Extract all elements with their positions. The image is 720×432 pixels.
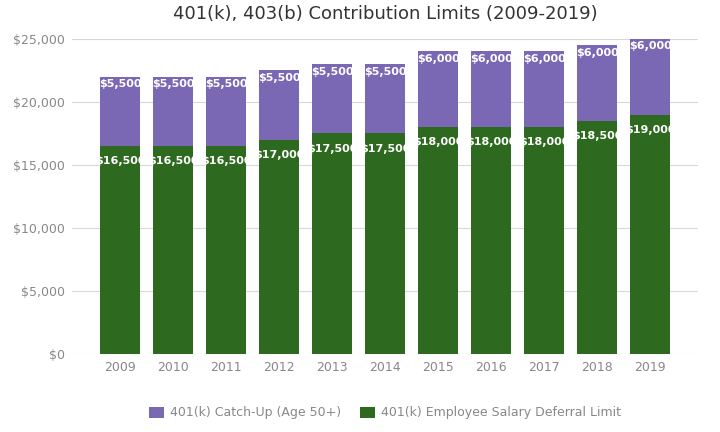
Bar — [418, 127, 458, 354]
Bar — [259, 70, 299, 140]
Text: $5,500: $5,500 — [311, 67, 354, 76]
Text: $6,000: $6,000 — [523, 54, 565, 64]
Text: $5,500: $5,500 — [205, 79, 248, 89]
Bar — [472, 51, 511, 127]
Bar — [153, 77, 193, 146]
Bar — [259, 140, 299, 354]
Text: $19,000: $19,000 — [625, 125, 675, 135]
Bar — [630, 39, 670, 114]
Bar — [365, 64, 405, 133]
Bar — [577, 121, 617, 354]
Title: 401(k), 403(b) Contribution Limits (2009-2019): 401(k), 403(b) Contribution Limits (2009… — [173, 6, 598, 23]
Bar — [630, 114, 670, 354]
Bar — [524, 51, 564, 127]
Bar — [312, 64, 352, 133]
Text: $18,000: $18,000 — [413, 137, 464, 147]
Bar — [365, 133, 405, 354]
Bar — [101, 77, 140, 146]
Text: $16,500: $16,500 — [201, 156, 251, 166]
Text: $5,500: $5,500 — [364, 67, 407, 76]
Text: $5,500: $5,500 — [99, 79, 142, 89]
Legend: 401(k) Catch-Up (Age 50+), 401(k) Employee Salary Deferral Limit: 401(k) Catch-Up (Age 50+), 401(k) Employ… — [144, 401, 626, 425]
Text: $18,000: $18,000 — [519, 137, 570, 147]
Text: $16,500: $16,500 — [148, 156, 199, 166]
Text: $6,000: $6,000 — [417, 54, 459, 64]
Bar — [312, 133, 352, 354]
Text: $18,000: $18,000 — [466, 137, 516, 147]
Text: $16,500: $16,500 — [95, 156, 145, 166]
Bar — [577, 45, 617, 121]
Text: $5,500: $5,500 — [152, 79, 194, 89]
Text: $17,500: $17,500 — [360, 143, 410, 154]
Text: $17,500: $17,500 — [307, 143, 357, 154]
Text: $6,000: $6,000 — [469, 54, 513, 64]
Bar — [153, 146, 193, 354]
Text: $18,500: $18,500 — [572, 131, 622, 141]
Text: $6,000: $6,000 — [576, 48, 618, 58]
Bar — [524, 127, 564, 354]
Text: $6,000: $6,000 — [629, 41, 672, 51]
Bar — [472, 127, 511, 354]
Text: $5,500: $5,500 — [258, 73, 300, 83]
Bar — [207, 146, 246, 354]
Bar — [101, 146, 140, 354]
Bar — [207, 77, 246, 146]
Text: $17,000: $17,000 — [254, 150, 305, 160]
Bar — [418, 51, 458, 127]
